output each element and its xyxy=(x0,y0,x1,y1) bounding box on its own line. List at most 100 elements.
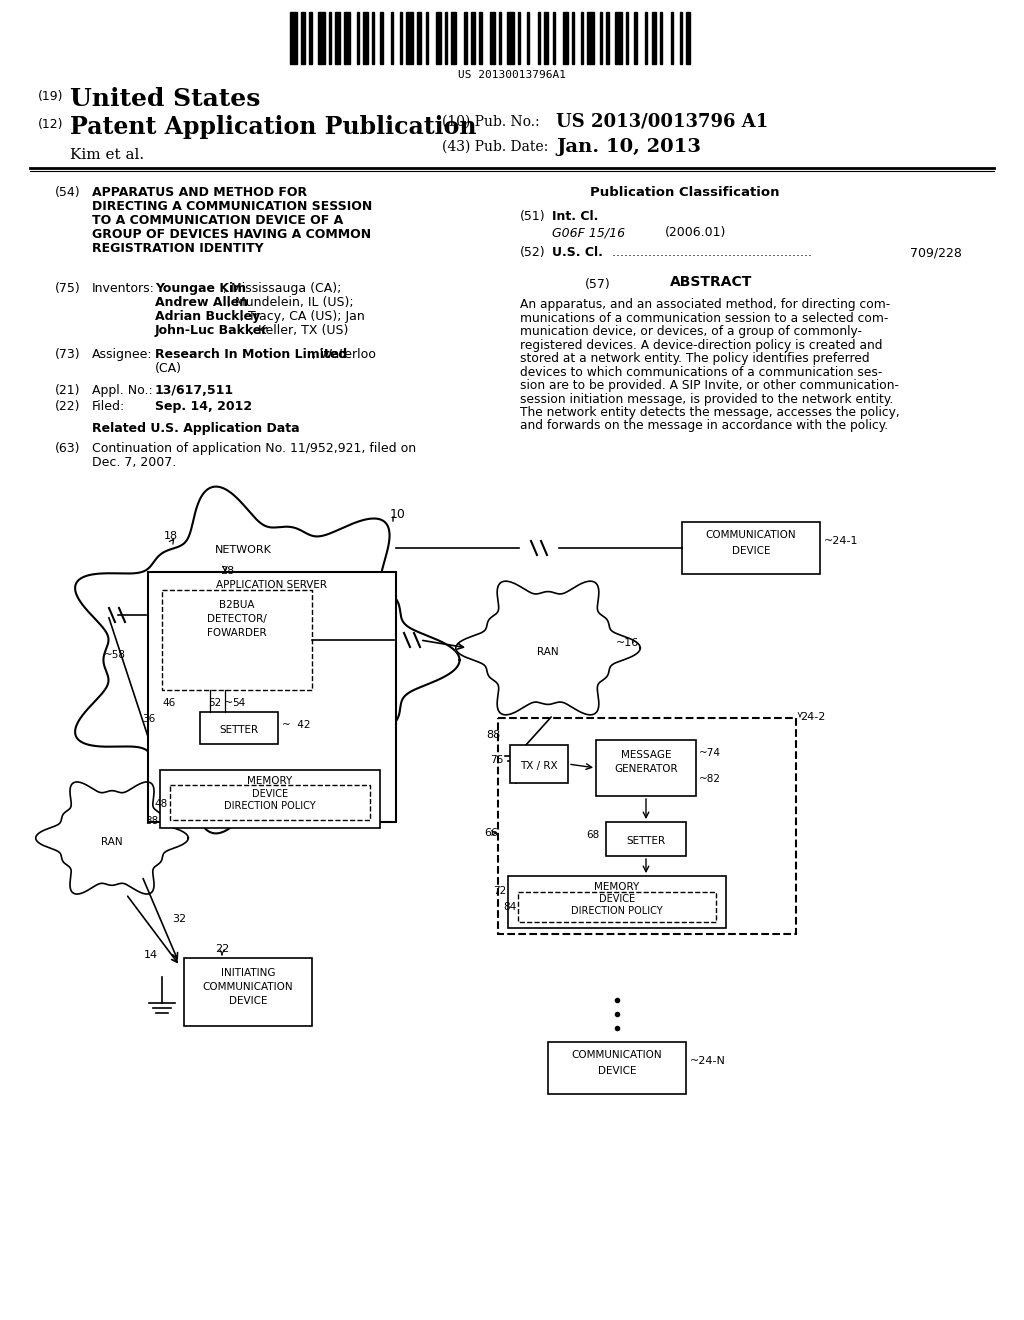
Text: ~82: ~82 xyxy=(699,774,721,784)
Text: DIRECTING A COMMUNICATION SESSION: DIRECTING A COMMUNICATION SESSION xyxy=(92,201,373,213)
Bar xyxy=(510,744,568,783)
Bar xyxy=(335,12,340,63)
Bar xyxy=(426,12,428,63)
Text: (12): (12) xyxy=(38,117,63,131)
Bar xyxy=(563,12,567,63)
Bar xyxy=(508,12,514,63)
Bar xyxy=(452,12,456,63)
Text: GROUP OF DEVICES HAVING A COMMON: GROUP OF DEVICES HAVING A COMMON xyxy=(92,228,371,242)
Text: Appl. No.:: Appl. No.: xyxy=(92,384,153,397)
Text: (22): (22) xyxy=(55,400,81,413)
Text: 88: 88 xyxy=(486,730,501,741)
Bar xyxy=(682,521,820,574)
Text: munications of a communication session to a selected com-: munications of a communication session t… xyxy=(520,312,889,325)
Text: Andrew Allen: Andrew Allen xyxy=(155,296,248,309)
Bar xyxy=(170,785,370,820)
Text: 76: 76 xyxy=(490,755,503,766)
Text: (43) Pub. Date:: (43) Pub. Date: xyxy=(442,140,548,154)
Text: B2BUA: B2BUA xyxy=(219,601,255,610)
Bar xyxy=(606,822,686,855)
Bar xyxy=(407,12,413,63)
Text: munication device, or devices, of a group of commonly-: munication device, or devices, of a grou… xyxy=(520,325,862,338)
Bar xyxy=(518,892,716,921)
Text: FOWARDER: FOWARDER xyxy=(207,628,267,638)
Bar xyxy=(160,770,380,828)
Text: (CA): (CA) xyxy=(155,362,182,375)
Text: Adrian Buckley: Adrian Buckley xyxy=(155,310,260,323)
Text: (63): (63) xyxy=(55,442,81,455)
Bar xyxy=(471,12,475,63)
Bar xyxy=(538,12,540,63)
Text: (10) Pub. No.:: (10) Pub. No.: xyxy=(442,115,540,129)
Text: 68: 68 xyxy=(586,830,599,840)
Polygon shape xyxy=(456,581,640,715)
Bar xyxy=(645,12,647,63)
Bar xyxy=(399,12,402,63)
Text: ~24-N: ~24-N xyxy=(690,1056,726,1067)
Bar xyxy=(309,12,311,63)
Text: GENERATOR: GENERATOR xyxy=(614,764,678,774)
Polygon shape xyxy=(75,487,460,833)
Text: (21): (21) xyxy=(55,384,81,397)
Text: Dec. 7, 2007.: Dec. 7, 2007. xyxy=(92,455,176,469)
Text: (73): (73) xyxy=(55,348,81,360)
Text: G06F 15/16: G06F 15/16 xyxy=(552,226,625,239)
Text: 24-2: 24-2 xyxy=(800,711,825,722)
Text: Sep. 14, 2012: Sep. 14, 2012 xyxy=(155,400,252,413)
Text: 32: 32 xyxy=(172,913,186,924)
Text: INITIATING: INITIATING xyxy=(221,968,275,978)
Text: 48: 48 xyxy=(155,799,168,809)
Text: 36: 36 xyxy=(142,714,156,723)
Text: (52): (52) xyxy=(520,246,546,259)
Text: 14: 14 xyxy=(144,950,158,960)
Text: Related U.S. Application Data: Related U.S. Application Data xyxy=(92,422,300,436)
Text: Publication Classification: Publication Classification xyxy=(590,186,779,199)
Text: MEMORY: MEMORY xyxy=(248,776,293,785)
Text: , Mundelein, IL (US);: , Mundelein, IL (US); xyxy=(227,296,353,309)
Text: ~16: ~16 xyxy=(616,638,639,648)
Bar xyxy=(651,12,656,63)
Bar xyxy=(301,12,305,63)
Bar xyxy=(479,12,481,63)
Bar xyxy=(581,12,583,63)
Text: TO A COMMUNICATION DEVICE OF A: TO A COMMUNICATION DEVICE OF A xyxy=(92,214,343,227)
Text: 84: 84 xyxy=(503,902,516,912)
Bar xyxy=(499,12,501,63)
Bar xyxy=(553,12,555,63)
Bar xyxy=(318,12,325,63)
Text: COMMUNICATION: COMMUNICATION xyxy=(706,531,797,540)
Text: (2006.01): (2006.01) xyxy=(665,226,726,239)
Bar xyxy=(596,741,696,796)
Bar xyxy=(635,12,637,63)
Bar xyxy=(686,12,690,63)
Text: The network entity detects the message, accesses the policy,: The network entity detects the message, … xyxy=(520,407,900,418)
Text: Patent Application Publication: Patent Application Publication xyxy=(70,115,476,139)
Text: DEVICE: DEVICE xyxy=(598,1067,636,1076)
Text: REGISTRATION IDENTITY: REGISTRATION IDENTITY xyxy=(92,242,263,255)
Bar xyxy=(200,711,278,744)
Text: Youngae Kim: Youngae Kim xyxy=(155,282,246,294)
Text: , Mississauga (CA);: , Mississauga (CA); xyxy=(223,282,341,294)
Bar xyxy=(445,12,447,63)
Bar xyxy=(417,12,422,63)
Text: 22: 22 xyxy=(215,944,229,954)
Text: 13/617,511: 13/617,511 xyxy=(155,384,234,397)
Bar xyxy=(572,12,574,63)
Bar xyxy=(526,12,529,63)
Text: APPLICATION SERVER: APPLICATION SERVER xyxy=(216,579,328,590)
Text: Int. Cl.: Int. Cl. xyxy=(552,210,598,223)
Text: stored at a network entity. The policy identifies preferred: stored at a network entity. The policy i… xyxy=(520,352,869,366)
Text: U.S. Cl.: U.S. Cl. xyxy=(552,246,603,259)
Bar xyxy=(680,12,682,63)
Text: DEVICE: DEVICE xyxy=(228,997,267,1006)
Text: 38: 38 xyxy=(144,816,158,826)
Text: John-Luc Bakker: John-Luc Bakker xyxy=(155,323,268,337)
Text: devices to which communications of a communication ses-: devices to which communications of a com… xyxy=(520,366,883,379)
Text: 709/228: 709/228 xyxy=(910,246,962,259)
Bar xyxy=(600,12,602,63)
Text: APPARATUS AND METHOD FOR: APPARATUS AND METHOD FOR xyxy=(92,186,307,199)
Text: 66: 66 xyxy=(484,828,498,838)
Bar xyxy=(290,12,297,63)
Text: Kim et al.: Kim et al. xyxy=(70,148,144,162)
Bar xyxy=(148,572,396,822)
